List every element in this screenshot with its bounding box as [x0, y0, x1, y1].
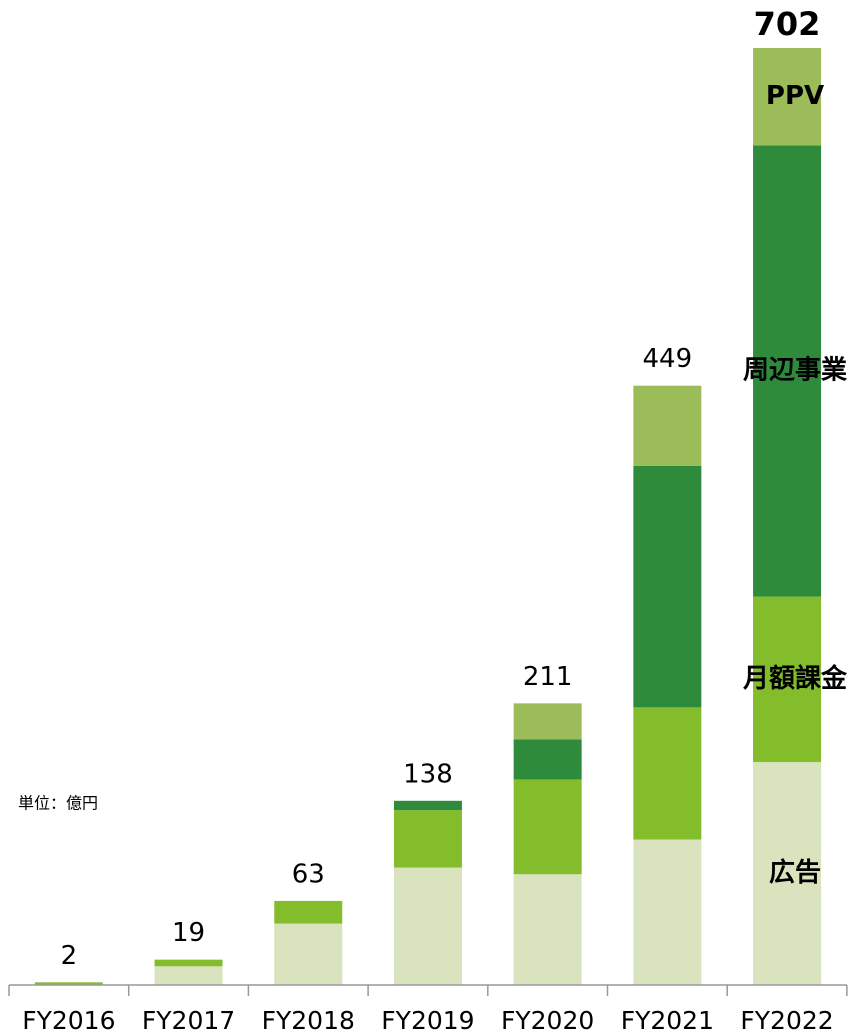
total-label: 19 [172, 918, 205, 948]
bar-segment [633, 839, 702, 985]
x-tick-label: FY2022 [740, 1006, 833, 1035]
total-label: 138 [403, 759, 453, 789]
segment-label: 広告 [769, 857, 821, 888]
bar-segment [633, 707, 702, 840]
bar-segment [753, 762, 822, 985]
total-label: 2 [61, 941, 78, 971]
bar-segment [393, 867, 462, 985]
bar-segment [513, 739, 582, 780]
x-tick-label: FY2019 [381, 1006, 474, 1035]
bar-segment [513, 703, 582, 740]
bar-segment [633, 385, 702, 466]
total-label: 63 [292, 859, 325, 889]
segment-label: PPV [766, 81, 824, 111]
x-tick-label: FY2018 [262, 1006, 355, 1035]
bar-segment [393, 810, 462, 868]
x-tick-label: FY2016 [22, 1006, 115, 1035]
segment-label: 月額課金 [742, 663, 848, 694]
segment-label: 周辺事業 [743, 356, 847, 386]
bar-segment [274, 923, 343, 985]
bar-segment [753, 145, 822, 597]
x-tick-label: FY2021 [621, 1006, 714, 1035]
unit-note: 単位：億円 [18, 794, 98, 813]
bar-segment [393, 800, 462, 811]
total-label: 211 [523, 662, 573, 692]
x-tick-label: FY2017 [142, 1006, 235, 1035]
x-tick-label: FY2020 [501, 1006, 594, 1035]
bar-segment [274, 900, 343, 924]
bar-segment [513, 779, 582, 875]
bar-segment [753, 596, 822, 763]
bar-segment [633, 465, 702, 708]
bar-segment [753, 48, 822, 146]
bar-segment [154, 959, 223, 967]
total-label: 702 [754, 5, 821, 43]
bar-segment [513, 874, 582, 985]
bar-segment [154, 966, 223, 985]
bar-segment [34, 982, 103, 985]
total-label: 449 [643, 344, 693, 374]
